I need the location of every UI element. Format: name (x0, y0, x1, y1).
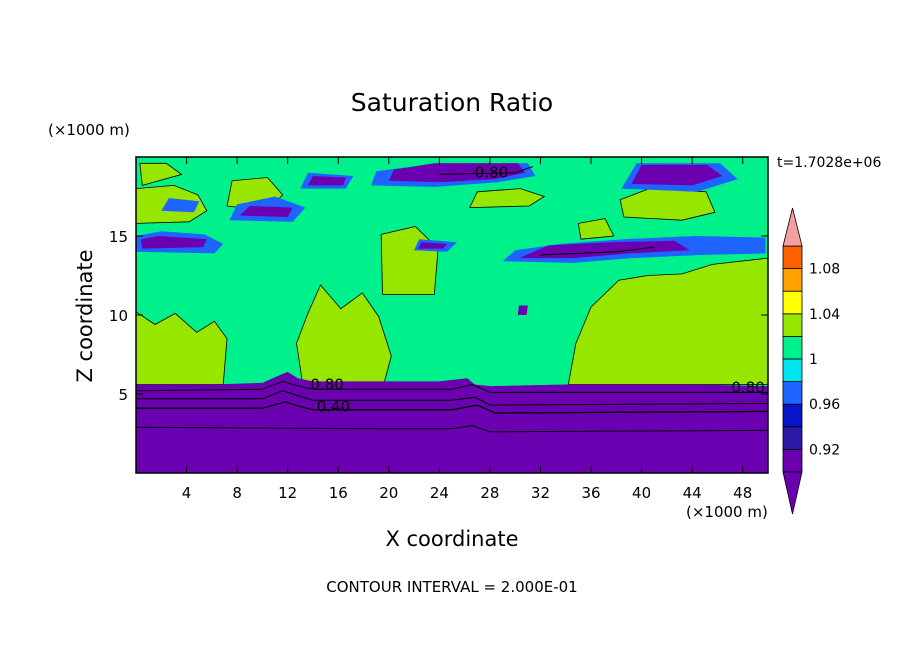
colorbar-bin (782, 335, 803, 360)
dry-layer-core (417, 242, 447, 249)
saturated-patch (296, 284, 392, 385)
contour-line (540, 246, 655, 256)
dry-layer-core (517, 305, 528, 315)
dry-layer-core (388, 163, 526, 183)
x-tick-label: 12 (278, 484, 297, 502)
colorbar-bin (782, 426, 803, 450)
colorbar-bin (782, 403, 803, 428)
colorbar-bin (782, 448, 803, 473)
colorbar: 0.92 0.96 1 1.04 1.08 (782, 207, 840, 515)
x-tick-label: 36 (581, 484, 600, 502)
saturated-patch (567, 257, 768, 385)
colorbar-tick-label: 1.08 (809, 262, 840, 278)
x-axis-unit: (×1000 m) (686, 503, 768, 521)
contour-line (136, 380, 768, 393)
y-tick-label: 15 (109, 228, 128, 246)
chart-title: Saturation Ratio (351, 88, 553, 117)
x-tick-label: 8 (232, 484, 242, 502)
x-tick-label: 40 (632, 484, 651, 502)
colorbar-bin (782, 358, 803, 383)
x-tick-label: 32 (531, 484, 550, 502)
y-tick-label: 10 (109, 307, 128, 325)
y-tick-label: 5 (118, 386, 128, 404)
saturated-patch (469, 188, 546, 209)
contour-field: 0.80 0.80 0.40 0.80 (136, 157, 768, 473)
dry-boundary-layer (136, 371, 768, 473)
contour-line (136, 401, 768, 414)
contour-label: 0.40 (317, 397, 350, 415)
colorbar-bin (782, 381, 803, 405)
x-tick-label: 24 (430, 484, 449, 502)
contour-line (439, 166, 534, 175)
contour-line (136, 390, 768, 406)
saturated-patch (136, 311, 228, 385)
colorbar-bin (782, 290, 803, 315)
contour-line (136, 425, 768, 433)
contour-label: 0.80 (310, 375, 343, 393)
dry-layer-core (239, 206, 293, 217)
x-tick-label: 44 (683, 484, 702, 502)
time-label: t=1.7028e+06 (777, 155, 881, 171)
dry-layer-core (307, 176, 346, 186)
dry-layer-core (141, 236, 207, 249)
y-axis-label: Z coordinate (73, 249, 97, 382)
saturated-patch (619, 188, 716, 221)
colorbar-under-triangle (782, 471, 803, 515)
saturated-patch (139, 162, 183, 186)
contour-label: 0.80 (731, 378, 764, 396)
x-tick-label: 16 (329, 484, 348, 502)
contour-label: 0.80 (475, 164, 508, 182)
contour-interval-note: CONTOUR INTERVAL = 2.000E-01 (326, 578, 577, 596)
colorbar-tick-label: 0.96 (809, 397, 840, 413)
colorbar-tick-label: 1.04 (809, 307, 840, 323)
colorbar-bin (782, 245, 803, 270)
x-axis-ticks: 4 8 12 16 20 24 28 32 36 40 44 48 (182, 157, 752, 502)
y-axis-ticks: 5 10 15 (109, 228, 768, 404)
x-tick-label: 4 (182, 484, 192, 502)
saturated-patch (577, 218, 615, 240)
x-axis-label: X coordinate (385, 527, 518, 551)
y-axis-unit: (×1000 m) (48, 121, 130, 139)
colorbar-over-triangle (782, 207, 803, 247)
colorbar-tick-label: 1 (809, 352, 818, 368)
colorbar-bin (782, 268, 803, 292)
x-tick-label: 48 (733, 484, 752, 502)
colorbar-tick-label: 0.92 (809, 442, 840, 458)
x-tick-label: 20 (379, 484, 398, 502)
dry-layer-core (631, 164, 723, 186)
x-tick-label: 28 (480, 484, 499, 502)
dry-layer-fringe (161, 198, 200, 213)
colorbar-bin (782, 313, 803, 337)
